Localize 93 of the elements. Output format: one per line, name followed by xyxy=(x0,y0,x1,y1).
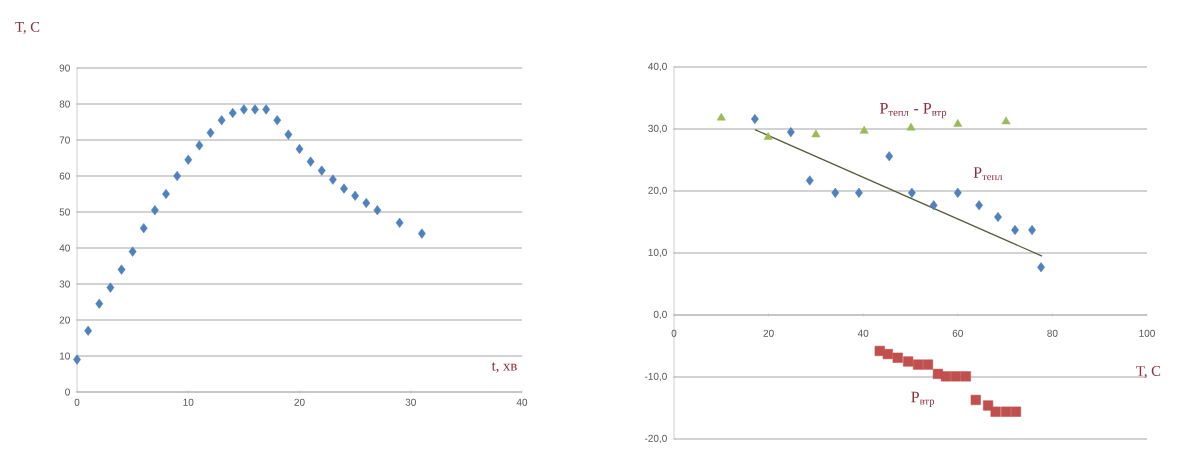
y-tick-label: 40,0 xyxy=(648,62,667,72)
y-tick-label: 80 xyxy=(59,100,70,108)
y-tick-label: 40 xyxy=(59,244,70,252)
point xyxy=(351,190,359,201)
point xyxy=(953,187,962,198)
point xyxy=(206,127,215,138)
point xyxy=(953,118,963,127)
point xyxy=(95,298,104,309)
x-tick-label: 60 xyxy=(952,329,963,337)
point xyxy=(395,217,404,228)
point xyxy=(106,282,115,293)
point xyxy=(228,107,237,119)
point xyxy=(240,104,248,115)
point xyxy=(373,205,382,216)
x-tick-label: 10 xyxy=(183,398,194,406)
x-tick-label: 20 xyxy=(294,398,305,406)
point xyxy=(751,114,759,125)
y-tick-label: 60 xyxy=(59,172,70,180)
y-axis-title: T, C xyxy=(15,22,40,34)
point xyxy=(84,325,93,336)
point xyxy=(139,223,148,234)
y-tick-label: -10,0 xyxy=(644,372,667,382)
x-tick-label: 20 xyxy=(763,329,774,337)
y-tick-label: -20,0 xyxy=(644,434,667,444)
point xyxy=(922,359,934,370)
y-tick-label: 30,0 xyxy=(648,124,667,134)
point xyxy=(906,122,916,131)
point xyxy=(1010,406,1022,417)
x-axis-title: t, хв xyxy=(491,362,517,373)
point xyxy=(990,406,1001,417)
point xyxy=(859,125,869,134)
series-label: P$_{втр}$ xyxy=(911,391,935,407)
point xyxy=(195,140,204,151)
point xyxy=(892,352,903,363)
x-tick-label: 40 xyxy=(857,329,869,337)
point xyxy=(940,371,952,382)
point xyxy=(128,246,137,257)
point xyxy=(317,165,326,176)
point xyxy=(1037,262,1045,273)
point xyxy=(855,187,863,198)
point xyxy=(970,394,981,405)
point xyxy=(975,200,983,211)
x-tick-label: 0 xyxy=(74,398,80,406)
y-tick-label: 0,0 xyxy=(653,310,667,320)
x-tick-label: 0 xyxy=(671,329,677,337)
point xyxy=(217,115,226,126)
point xyxy=(716,112,726,121)
x-tick-label: 40 xyxy=(516,398,528,406)
point xyxy=(295,143,304,155)
point xyxy=(950,371,961,382)
point xyxy=(1000,406,1012,417)
y-tick-label: 20 xyxy=(59,316,70,324)
point xyxy=(903,356,914,367)
y-tick-label: 30 xyxy=(59,280,70,288)
point xyxy=(329,174,337,185)
y-tick-label: 10 xyxy=(59,352,70,360)
y-tick-label: 20,0 xyxy=(648,186,667,196)
point xyxy=(960,371,971,382)
point xyxy=(418,228,426,239)
point xyxy=(262,104,271,115)
x-tick-label: 100 xyxy=(1139,329,1155,337)
y-tick-label: 90 xyxy=(59,64,70,72)
point xyxy=(173,170,182,182)
point xyxy=(273,115,282,126)
point xyxy=(831,187,840,198)
point xyxy=(805,175,814,186)
series-label: P$_{тепл}$ xyxy=(973,167,1003,181)
point xyxy=(763,131,773,140)
point xyxy=(340,183,348,194)
x-tick-label: 30 xyxy=(405,398,416,406)
point xyxy=(882,348,893,360)
y-tick-label: 70 xyxy=(59,136,70,144)
point xyxy=(1001,116,1011,125)
point xyxy=(811,129,821,138)
point xyxy=(184,154,193,165)
point xyxy=(912,359,924,370)
point xyxy=(117,264,126,275)
x-tick-label: 80 xyxy=(1047,329,1058,337)
point xyxy=(251,104,259,115)
point xyxy=(284,129,293,140)
point xyxy=(151,205,159,216)
x-axis-title: T, C xyxy=(1136,366,1161,379)
y-tick-label: 0 xyxy=(65,388,70,396)
point xyxy=(786,127,795,138)
series-label: P$_{тепл}$ - P$_{втр}$ xyxy=(879,103,947,119)
point xyxy=(885,151,894,162)
point xyxy=(908,187,916,198)
y-tick-label: 10,0 xyxy=(648,248,667,258)
point xyxy=(929,200,938,211)
point xyxy=(362,197,371,209)
point xyxy=(306,156,315,167)
y-tick-label: 50 xyxy=(59,208,70,216)
point xyxy=(73,354,81,365)
